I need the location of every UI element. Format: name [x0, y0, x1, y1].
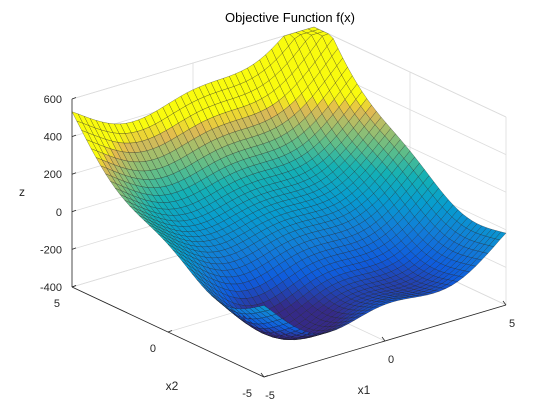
z-tick-mark: [71, 247, 77, 250]
tick-labels: -400 -200 0 200 400 600 -5 0 5 -5 0 5: [40, 94, 515, 402]
x2-tick-label: 0: [150, 343, 156, 355]
z-tick-mark: [71, 209, 77, 213]
chart-title: Objective Function f(x): [225, 10, 355, 25]
z-tick-mark: [71, 97, 77, 100]
x2-tick-label: -5: [242, 388, 252, 400]
z-tick-label: 200: [44, 169, 62, 181]
z-tick-label: 400: [44, 132, 62, 144]
z-tick-mark: [71, 172, 77, 175]
axes-lines: [71, 97, 507, 378]
surface-patch: [494, 231, 507, 240]
x1-tick-label: 0: [388, 354, 394, 366]
z-tick-label: 0: [56, 207, 62, 219]
x1-tick-label: -5: [265, 390, 275, 402]
x2-axis-label: x2: [166, 379, 179, 393]
x2-tick-mark: [71, 285, 77, 288]
x1-axis-label: x1: [358, 383, 371, 397]
x1-tick-mark: [502, 300, 507, 306]
z-tick-label: -200: [40, 244, 62, 256]
z-tick-mark: [71, 134, 77, 137]
x2-tick-mark: [263, 375, 269, 378]
box-top-right-edge: [313, 26, 507, 118]
x2-tick-mark: [167, 330, 173, 333]
x2-tick-label: 5: [54, 298, 60, 310]
z-tick-label: 600: [44, 94, 62, 106]
box-top-back-edge: [71, 26, 315, 100]
x1-tick-mark: [260, 372, 265, 378]
z-axis-label: z: [19, 185, 25, 199]
x1-tick-label: 5: [509, 318, 515, 330]
surface-mesh: [71, 26, 507, 340]
z-tick-label: -400: [40, 282, 62, 294]
x1-tick-mark: [381, 336, 386, 342]
